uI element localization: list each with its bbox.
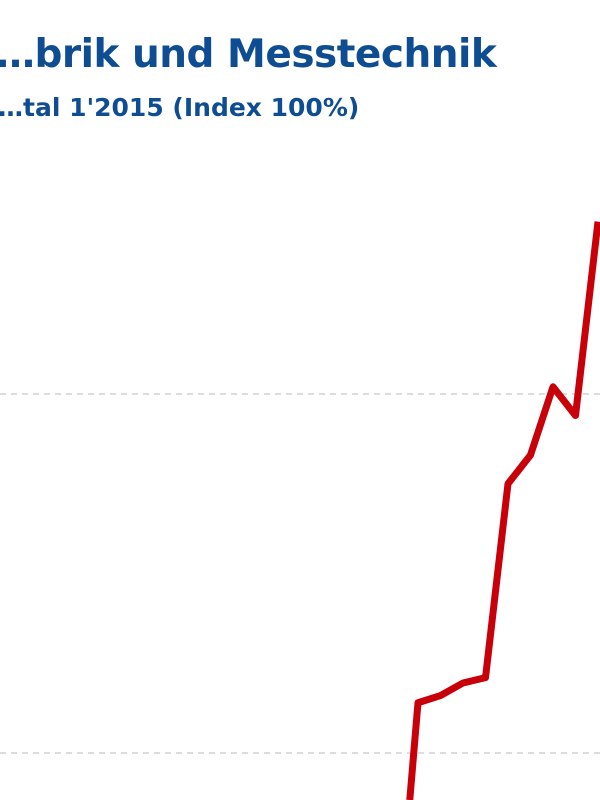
series-line-0 xyxy=(406,221,600,800)
chart-title: …brik und Messtechnik xyxy=(0,32,497,77)
chart-subtitle: …tal 1'2015 (Index 100%) xyxy=(0,93,360,122)
